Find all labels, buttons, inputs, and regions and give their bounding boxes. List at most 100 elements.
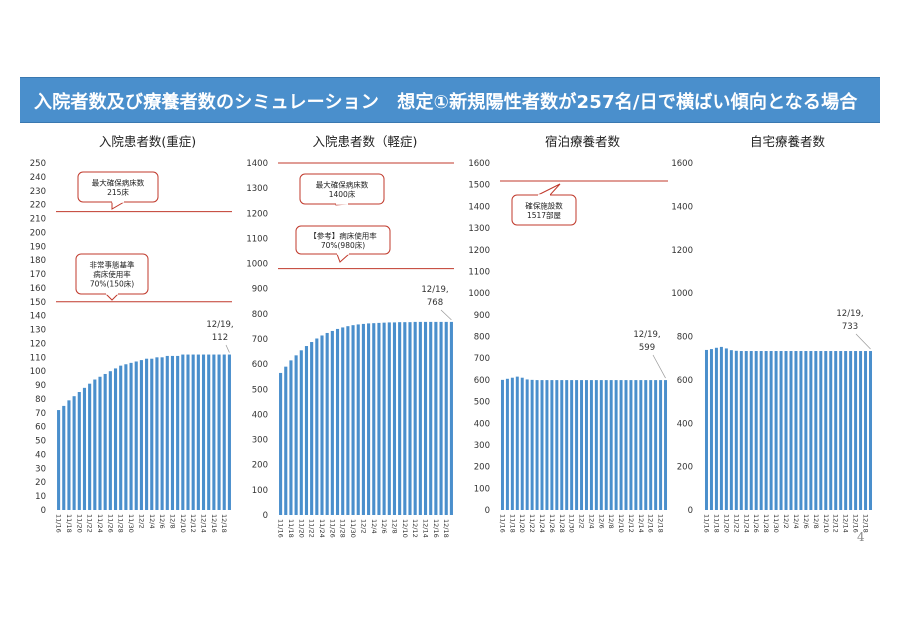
x-tick-label: 12/2 <box>782 514 790 529</box>
y-tick-label: 180 <box>30 256 46 266</box>
bar <box>734 350 738 510</box>
y-tick-label: 10 <box>35 492 46 502</box>
bar <box>824 351 828 510</box>
bar <box>530 379 534 510</box>
bar <box>150 358 154 510</box>
x-tick-label: 11/30 <box>568 514 576 533</box>
bar <box>749 351 753 510</box>
bar <box>294 355 298 515</box>
bar <box>709 349 713 510</box>
x-tick-label: 11/24 <box>538 514 546 533</box>
bar <box>854 351 858 510</box>
callout-label: 確保施設数 <box>525 200 563 210</box>
chart-title-home: 自宅療養者数 <box>749 134 825 149</box>
bar <box>201 354 206 510</box>
bar <box>315 338 319 515</box>
end-value-label: 12/19, <box>421 285 448 295</box>
y-tick-label: 1100 <box>468 267 490 277</box>
x-tick-label: 12/14 <box>422 519 430 538</box>
y-tick-label: 800 <box>474 333 490 343</box>
y-tick-label: 50 <box>35 437 46 447</box>
bar <box>764 351 768 510</box>
bar <box>774 351 778 510</box>
y-tick-label: 200 <box>677 463 693 473</box>
bar <box>814 351 818 510</box>
y-tick-label: 40 <box>35 450 46 460</box>
x-tick-label: 11/24 <box>742 514 750 533</box>
x-tick-label: 12/6 <box>380 519 388 534</box>
bar <box>449 321 453 515</box>
bar <box>299 350 303 515</box>
x-tick-label: 12/10 <box>822 514 830 533</box>
x-tick-label: 11/18 <box>712 514 720 533</box>
x-tick-label: 11/16 <box>55 514 63 533</box>
y-tick-label: 600 <box>252 360 268 370</box>
callout-pointer <box>537 183 561 196</box>
callout-pointer <box>104 293 120 301</box>
end-label-leader <box>225 344 230 353</box>
bar <box>289 360 293 515</box>
y-tick-label: 130 <box>30 326 46 336</box>
bar <box>88 383 92 510</box>
y-tick-label: 150 <box>30 298 46 308</box>
bar <box>429 321 433 515</box>
bar <box>739 351 743 510</box>
x-tick-label: 12/10 <box>179 514 187 533</box>
y-tick-label: 0 <box>41 506 46 516</box>
y-tick-label: 1300 <box>468 224 490 234</box>
x-tick-label: 11/18 <box>65 514 73 533</box>
y-tick-label: 240 <box>30 173 46 183</box>
bar <box>325 332 329 515</box>
x-tick-label: 12/14 <box>842 514 850 533</box>
bar <box>614 380 618 510</box>
bar <box>356 324 360 515</box>
bar <box>624 380 628 510</box>
x-tick-label: 12/8 <box>607 514 615 529</box>
bar <box>129 362 133 510</box>
y-tick-label: 200 <box>30 228 46 238</box>
bar <box>619 380 623 510</box>
bar <box>408 322 412 515</box>
bar <box>387 322 391 515</box>
bar <box>310 342 314 515</box>
bar <box>520 377 524 510</box>
y-tick-label: 100 <box>474 484 490 494</box>
bar <box>418 321 422 515</box>
x-tick-label: 11/18 <box>508 514 516 533</box>
bar <box>351 325 355 515</box>
bar <box>589 380 593 510</box>
bar <box>594 380 598 510</box>
bar <box>599 380 603 510</box>
x-tick-label: 12/10 <box>617 514 625 533</box>
y-tick-label: 70 <box>35 409 46 419</box>
bar <box>170 355 175 510</box>
bar <box>413 321 417 515</box>
chart-title-severe: 入院患者数(重症) <box>98 134 197 149</box>
bar <box>304 346 309 515</box>
y-tick-label: 1600 <box>671 159 693 169</box>
callout-label: 病床使用率 <box>93 269 131 279</box>
x-tick-label: 12/18 <box>220 514 228 533</box>
y-tick-label: 170 <box>30 270 46 280</box>
bar <box>535 380 539 510</box>
bar <box>361 323 365 515</box>
x-tick-label: 12/4 <box>792 514 800 529</box>
bar <box>222 354 226 510</box>
y-tick-label: 1300 <box>246 184 268 194</box>
y-tick-label: 20 <box>35 478 46 488</box>
bar <box>525 379 529 510</box>
bar <box>372 323 376 515</box>
x-tick-label: 12/6 <box>158 514 166 529</box>
end-value-label: 12/19, <box>633 330 660 340</box>
x-tick-label: 11/26 <box>106 514 114 533</box>
x-tick-label: 11/16 <box>277 519 285 538</box>
bar <box>550 380 554 510</box>
y-tick-label: 0 <box>263 511 268 521</box>
y-tick-label: 1200 <box>671 246 693 256</box>
x-tick-label: 12/2 <box>137 514 145 529</box>
bar <box>165 355 169 510</box>
x-tick-label: 12/18 <box>862 514 870 533</box>
bar <box>724 348 728 510</box>
y-tick-label: 900 <box>252 285 268 295</box>
